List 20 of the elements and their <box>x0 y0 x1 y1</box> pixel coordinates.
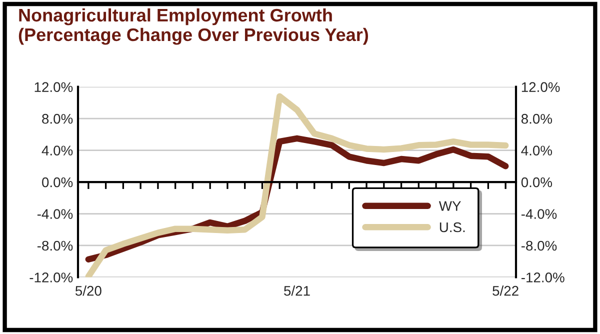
legend-label: WY <box>438 201 461 211</box>
y2-tick-label: -4.0% <box>521 209 557 219</box>
x-tick-label: 5/21 <box>284 286 310 296</box>
x-tick-label: 5/20 <box>75 286 102 296</box>
y2-tick-label: 12.0% <box>522 82 560 92</box>
y-tick-label: 4.0% <box>42 146 73 156</box>
y-tick-label: -8.0% <box>37 240 73 251</box>
y-tick-label: 12.0% <box>34 82 73 92</box>
y2-tick-label: -12.0% <box>521 272 564 282</box>
y-tick-label: -4.0% <box>37 209 73 219</box>
y-tick-label: 8.0% <box>42 114 73 124</box>
y-tick-label: 0.0% <box>42 177 73 188</box>
legend-label: U.S. <box>440 222 465 232</box>
y-tick-label: -12.0% <box>30 272 73 282</box>
y2-tick-label: 4.0% <box>521 146 552 156</box>
x-tick-label: 5/22 <box>492 286 518 296</box>
chart-title: Nonagricultural Employment Growth (Percentage Change Over Previous Year) <box>18 8 368 45</box>
y2-tick-label: 8.0% <box>521 114 552 124</box>
y2-tick-label: 0.0% <box>521 177 552 188</box>
y2-tick-label: -8.0% <box>521 240 557 251</box>
